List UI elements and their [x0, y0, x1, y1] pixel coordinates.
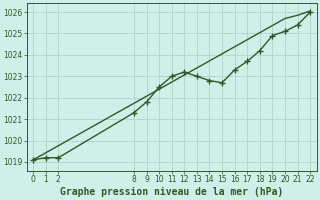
- X-axis label: Graphe pression niveau de la mer (hPa): Graphe pression niveau de la mer (hPa): [60, 186, 283, 197]
